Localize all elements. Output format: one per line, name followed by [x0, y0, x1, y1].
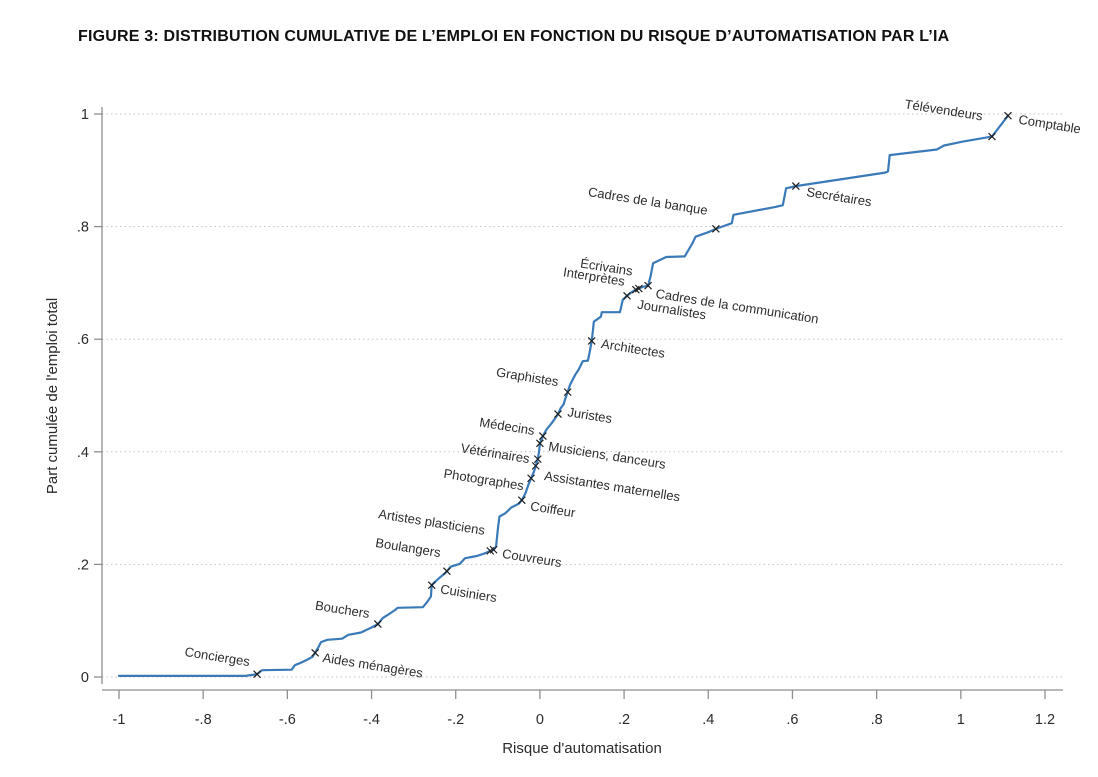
point-label-bouchers: Bouchers	[314, 598, 371, 621]
x-tick-label--0.8: -.8	[195, 712, 212, 728]
point-marker-cadres-de-la-banque	[711, 224, 720, 233]
point-label-boulangers: Boulangers	[374, 535, 442, 560]
x-tick-label--0.4: -.4	[363, 712, 380, 728]
y-axis-title: Part cumulée de l'emploi total	[44, 298, 61, 494]
x-tick-label--1: -1	[113, 712, 126, 728]
point-marker-boulangers	[442, 567, 451, 576]
point-marker-bouchers	[373, 620, 382, 629]
point-label-coiffeur: Coiffeur	[529, 498, 577, 520]
y-tick-label-0.8: .8	[77, 220, 89, 236]
y-tick-label-0.6: .6	[77, 332, 89, 348]
point-label-assistantes-maternelles: Assistantes maternelles	[543, 468, 681, 504]
y-tick-label-1: 1	[81, 107, 89, 123]
point-marker-musiciens-danceurs	[535, 439, 544, 448]
point-label-veterinaires: Vétérinaires	[460, 440, 531, 466]
y-tick-label-0: 0	[81, 670, 89, 686]
point-label-televendeurs: Télévendeurs	[904, 96, 985, 123]
x-axis-title: Risque d'automatisation	[502, 740, 662, 757]
point-marker-cuisiniers	[427, 581, 436, 590]
point-label-cuisiniers: Cuisiniers	[439, 581, 498, 605]
point-label-architectes: Architectes	[600, 336, 666, 361]
x-tick-label--0.2: -.2	[447, 712, 464, 728]
point-marker-secretaires	[791, 182, 800, 190]
x-tick-label-0.2: .2	[618, 712, 630, 728]
point-label-graphistes: Graphistes	[495, 364, 560, 389]
point-marker-interpretes	[623, 291, 631, 300]
x-tick-label-0.4: .4	[702, 712, 714, 728]
x-tick-label-0: 0	[536, 712, 544, 728]
x-tick-label--0.6: -.6	[279, 712, 296, 728]
point-label-cadres-de-la-banque: Cadres de la banque	[587, 184, 709, 218]
point-marker-concierges	[253, 670, 261, 679]
figure-title: FIGURE 3: DISTRIBUTION CUMULATIVE DE L’E…	[78, 28, 950, 45]
point-label-secretaires: Secrétaires	[805, 184, 873, 209]
point-label-medecins: Médecins	[478, 414, 536, 438]
point-marker-couvreurs	[489, 545, 498, 554]
x-tick-label-0.6: .6	[786, 712, 798, 728]
point-label-musiciens-danceurs: Musiciens, danceurs	[547, 439, 667, 472]
cdf-curve	[117, 114, 1010, 678]
x-tick-label-0.8: .8	[871, 712, 883, 728]
point-label-artistes-plasticiens: Artistes plasticiens	[377, 506, 486, 538]
point-label-concierges: Concierges	[184, 644, 252, 669]
point-label-photographes: Photographes	[443, 466, 526, 494]
x-tick-label-1: 1	[957, 712, 965, 728]
point-marker-assistantes-maternelles	[531, 461, 540, 470]
point-marker-televendeurs	[988, 132, 996, 141]
point-label-juristes: Juristes	[567, 404, 614, 426]
point-label-aides-menageres: Aides ménagères	[322, 650, 425, 681]
point-marker-aides-menageres	[311, 648, 320, 657]
point-marker-graphistes	[563, 388, 572, 397]
point-label-comptable: Comptable	[1017, 112, 1081, 137]
point-marker-architectes	[587, 336, 596, 345]
y-tick-label-0.4: .4	[77, 445, 89, 461]
point-marker-veterinaires	[533, 455, 542, 464]
y-tick-label-0.2: .2	[77, 557, 89, 573]
point-marker-photographes	[527, 474, 535, 483]
point-marker-juristes	[554, 410, 562, 419]
point-marker-medecins	[538, 432, 547, 440]
point-marker-comptable	[1004, 111, 1012, 120]
point-marker-coiffeur	[517, 496, 526, 505]
x-tick-label-1.2: 1.2	[1035, 712, 1055, 728]
point-label-couvreurs: Couvreurs	[501, 546, 563, 570]
point-marker-journalistes	[634, 284, 643, 293]
point-marker-cadres-de-la-communication	[644, 281, 653, 290]
